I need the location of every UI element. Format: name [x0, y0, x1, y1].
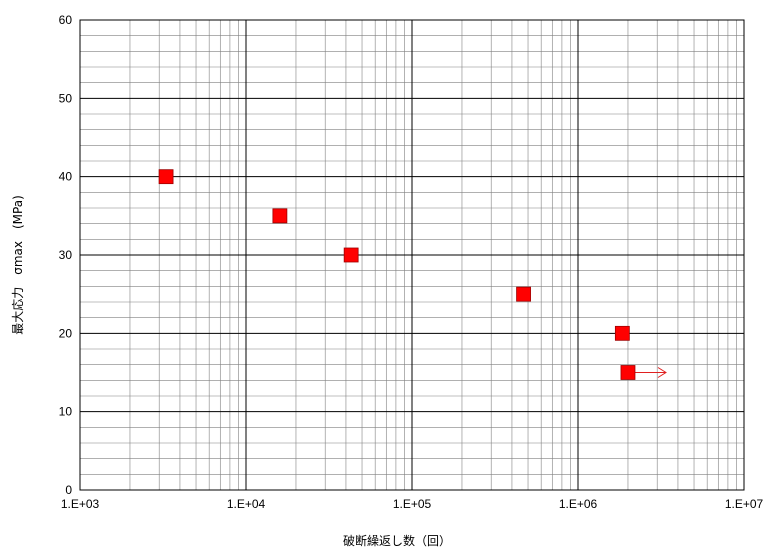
x-tick-label: 1.E+07: [725, 497, 764, 511]
x-axis-title: 破断繰返し数（回）: [343, 533, 451, 548]
data-points: [158, 169, 667, 380]
data-point-marker: [516, 286, 531, 302]
y-tick-label: 30: [59, 248, 73, 262]
data-point-marker: [272, 208, 288, 224]
y-tick-label: 50: [59, 91, 73, 105]
y-axis-title: 最大応力 σmax (MPa): [11, 195, 25, 335]
y-axis-tick-labels: 0 10 20 30 40 50 60: [59, 13, 73, 497]
data-point-marker: [614, 325, 630, 341]
x-tick-label: 1.E+06: [559, 497, 598, 511]
data-point-marker: [620, 365, 636, 380]
y-tick-label: 20: [59, 326, 73, 340]
y-tick-label: 0: [65, 483, 72, 497]
major-gridlines: [79, 19, 745, 491]
data-point-marker: [158, 169, 174, 185]
x-axis-tick-labels: 1.E+03 1.E+04 1.E+05 1.E+06 1.E+07: [61, 497, 764, 511]
runout-arrow-head: [657, 367, 667, 378]
x-tick-label: 1.E+03: [61, 497, 100, 511]
x-tick-label: 1.E+05: [393, 497, 432, 511]
data-point-marker: [343, 247, 359, 263]
y-tick-label: 40: [59, 170, 73, 184]
x-tick-label: 1.E+04: [227, 497, 266, 511]
y-tick-label: 10: [59, 405, 73, 419]
plot-area-border: [79, 19, 745, 491]
y-tick-label: 60: [59, 13, 73, 27]
